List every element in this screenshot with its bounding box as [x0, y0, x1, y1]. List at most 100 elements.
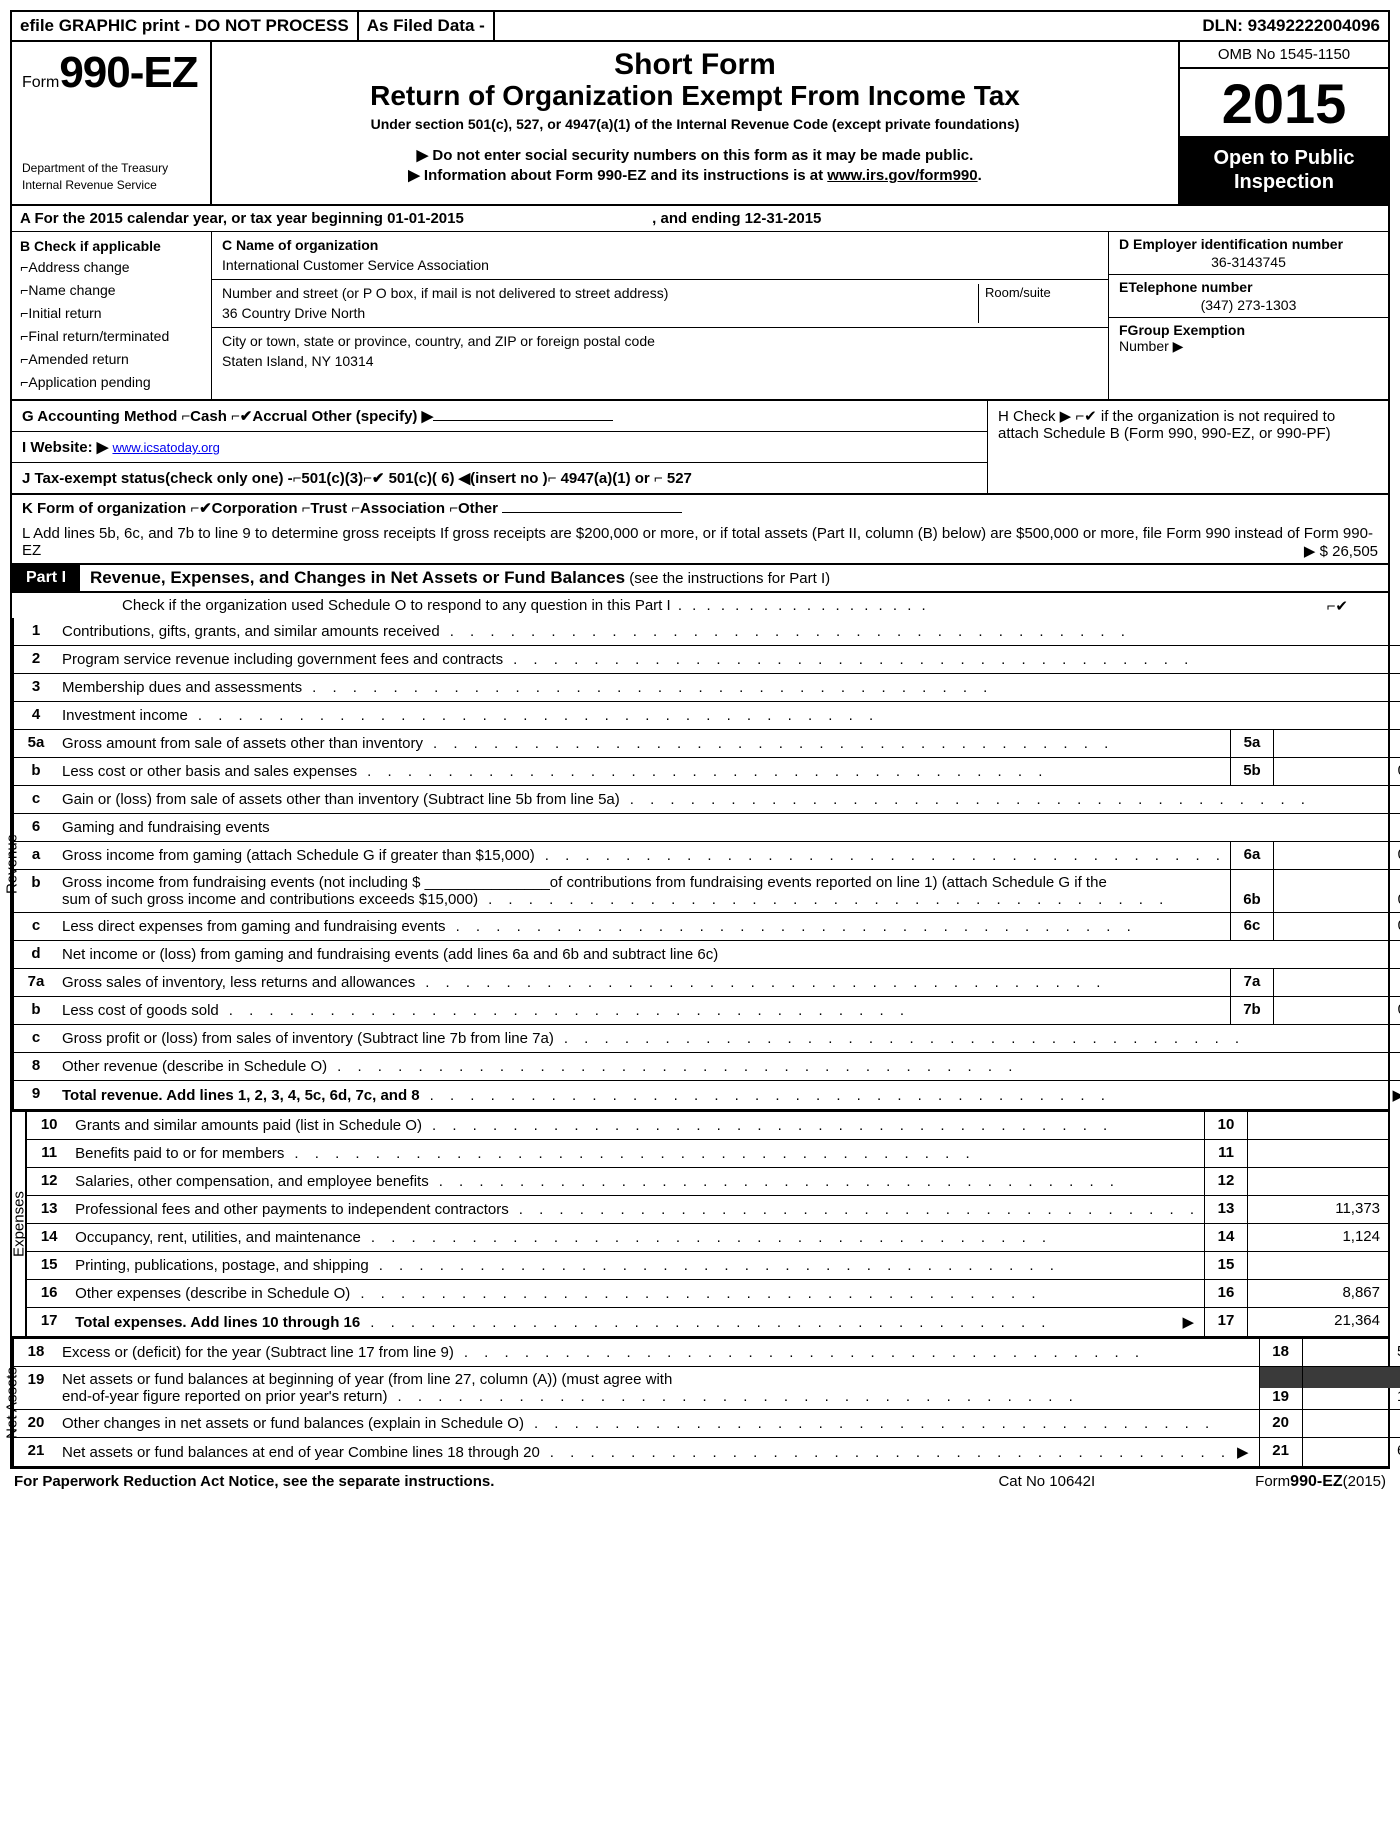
form-ref: Form990-EZ(2015): [1255, 1473, 1386, 1491]
row-6d: d Net income or (loss) from gaming and f…: [14, 941, 1400, 969]
schedule-o-checkbox[interactable]: ⌐✔: [1327, 597, 1348, 615]
efile-notice: efile GRAPHIC print - DO NOT PROCESS: [12, 12, 359, 40]
row-6a: a Gross income from gaming (attach Sched…: [14, 842, 1400, 870]
title-return: Return of Organization Exempt From Incom…: [232, 80, 1158, 112]
row-3: 3 Membership dues and assessments 3 15,4…: [14, 674, 1400, 702]
chk-initial[interactable]: ⌐Initial return: [20, 303, 203, 326]
row-9: 9 Total revenue. Add lines 1, 2, 3, 4, 5…: [14, 1081, 1400, 1109]
open-inspection: Open to Public Inspection: [1180, 136, 1388, 204]
gross-receipts-value: ▶ $ 26,505: [1304, 542, 1378, 560]
name-label: C Name of organization: [222, 237, 378, 253]
chk-amended[interactable]: ⌐Amended return: [20, 349, 203, 372]
line-a: A For the 2015 calendar year, or tax yea…: [10, 206, 1390, 232]
box-e: ETelephone number (347) 273-1303: [1109, 275, 1388, 318]
title-short-form: Short Form: [232, 48, 1158, 82]
omb-number: OMB No 1545-1150: [1180, 42, 1388, 69]
row-16: 16 Other expenses (describe in Schedule …: [27, 1280, 1388, 1308]
room-suite: Room/suite: [978, 284, 1098, 323]
cat-number: Cat No 10642I: [998, 1473, 1095, 1491]
phone-label: ETelephone number: [1119, 279, 1253, 295]
schedule-o-check-text: Check if the organization used Schedule …: [122, 597, 671, 614]
row-6: 6 Gaming and fundraising events: [14, 814, 1400, 842]
form-id-column: Form990-EZ Department of the Treasury In…: [12, 42, 212, 204]
tax-year: 2015: [1180, 69, 1388, 136]
dept-irs: Internal Revenue Service: [22, 177, 200, 194]
paperwork-notice: For Paperwork Reduction Act Notice, see …: [14, 1473, 494, 1491]
revenue-label-col: Revenue: [12, 618, 14, 1109]
ssn-warning: ▶ Do not enter social security numbers o…: [232, 146, 1158, 164]
inspection: Inspection: [1234, 171, 1334, 193]
expenses-table: Expenses 10 Grants and similar amounts p…: [10, 1112, 1390, 1339]
ein-label: D Employer identification number: [1119, 236, 1343, 252]
row-20: 20 Other changes in net assets or fund b…: [14, 1410, 1400, 1438]
row-14: 14 Occupancy, rent, utilities, and maint…: [27, 1224, 1388, 1252]
website-label: I Website: ▶: [22, 439, 108, 456]
info-post: .: [978, 167, 982, 184]
row-15: 15 Printing, publications, postage, and …: [27, 1252, 1388, 1280]
row-5b: b Less cost or other basis and sales exp…: [14, 758, 1400, 786]
row-17: 17 Total expenses. Add lines 10 through …: [27, 1308, 1388, 1336]
chk-final[interactable]: ⌐Final return/terminated: [20, 326, 203, 349]
part1-tag: Part I: [12, 565, 80, 591]
row-7a: 7a Gross sales of inventory, less return…: [14, 969, 1400, 997]
row-11: 11 Benefits paid to or for members 11: [27, 1140, 1388, 1168]
row-10: 10 Grants and similar amounts paid (list…: [27, 1112, 1388, 1140]
part1-header: Part I Revenue, Expenses, and Changes in…: [10, 565, 1390, 593]
website-link[interactable]: www.icsatoday.org: [112, 440, 219, 455]
city-label: City or town, state or province, country…: [222, 333, 655, 349]
form-prefix: Form: [22, 74, 59, 91]
lines-kl: K Form of organization ⌐✔Corporation ⌐Tr…: [10, 493, 1390, 565]
street-address: 36 Country Drive North: [222, 305, 365, 321]
netassets-label-col: Net Assets: [12, 1339, 14, 1466]
part1-title: Revenue, Expenses, and Changes in Net As…: [80, 568, 830, 588]
info-line: ▶ Information about Form 990-EZ and its …: [232, 166, 1158, 184]
gross-receipts-text: L Add lines 5b, 6c, and 7b to line 9 to …: [22, 525, 1373, 559]
gh-row: G Accounting Method ⌐Cash ⌐✔Accrual Othe…: [10, 401, 1390, 493]
gh-left: G Accounting Method ⌐Cash ⌐✔Accrual Othe…: [12, 401, 988, 493]
page-footer: For Paperwork Reduction Act Notice, see …: [10, 1469, 1390, 1495]
chk-address[interactable]: ⌐Address change: [20, 257, 203, 280]
group-exempt-label: FGroup Exemption: [1119, 322, 1245, 338]
phone-value: (347) 273-1303: [1119, 297, 1378, 313]
irs-link[interactable]: www.irs.gov/form990: [827, 167, 977, 184]
row-12: 12 Salaries, other compensation, and emp…: [27, 1168, 1388, 1196]
box-b: B Check if applicable ⌐Address change ⌐N…: [12, 232, 212, 399]
info-pre: ▶ Information about Form 990-EZ and its …: [408, 167, 827, 184]
street-label: Number and street (or P O box, if mail i…: [222, 285, 668, 301]
city-state-zip: Staten Island, NY 10314: [222, 353, 374, 369]
line-k: K Form of organization ⌐✔Corporation ⌐Tr…: [12, 495, 1388, 521]
row-19: 19 Net assets or fund balances at beginn…: [14, 1367, 1400, 1410]
year-begin: 01-01-2015: [387, 210, 464, 227]
chk-name[interactable]: ⌐Name change: [20, 280, 203, 303]
accounting-method: G Accounting Method ⌐Cash ⌐✔Accrual Othe…: [22, 408, 433, 425]
revenue-rows: 1 Contributions, gifts, grants, and simi…: [14, 618, 1400, 1109]
row-5c: c Gain or (loss) from sale of assets oth…: [14, 786, 1400, 814]
schedule-b-check: H Check ▶ ⌐✔ if the organization is not …: [998, 408, 1335, 442]
part1-check-line: Check if the organization used Schedule …: [10, 593, 1390, 618]
row-21: 21 Net assets or fund balances at end of…: [14, 1438, 1400, 1466]
line-g: G Accounting Method ⌐Cash ⌐✔Accrual Othe…: [12, 401, 987, 432]
chk-pending[interactable]: ⌐Application pending: [20, 372, 203, 395]
row-13: 13 Professional fees and other payments …: [27, 1196, 1388, 1224]
ein-value: 36-3143745: [1119, 254, 1378, 270]
line-j: J Tax-exempt status(check only one) -⌐50…: [12, 463, 987, 493]
row-8: 8 Other revenue (describe in Schedule O)…: [14, 1053, 1400, 1081]
as-filed: As Filed Data -: [359, 12, 495, 40]
row-2: 2 Program service revenue including gove…: [14, 646, 1400, 674]
row-6b: b Gross income from fundraising events (…: [14, 870, 1400, 913]
line-l: L Add lines 5b, 6c, and 7b to line 9 to …: [12, 521, 1388, 563]
row-4: 4 Investment income 4 0: [14, 702, 1400, 730]
title-column: Short Form Return of Organization Exempt…: [212, 42, 1178, 204]
part1-title-text: Revenue, Expenses, and Changes in Net As…: [90, 568, 625, 587]
expenses-label: Expenses: [10, 1191, 27, 1257]
line-a-pre: A For the 2015 calendar year, or tax yea…: [20, 210, 387, 227]
group-exempt-number: Number ▶: [1119, 338, 1183, 354]
row-7c: c Gross profit or (loss) from sales of i…: [14, 1025, 1400, 1053]
org-name-cell: C Name of organization International Cus…: [212, 232, 1108, 280]
box-f: FGroup Exemption Number ▶: [1109, 318, 1388, 399]
part1-subtitle: (see the instructions for Part I): [625, 570, 830, 587]
city-cell: City or town, state or province, country…: [212, 328, 1108, 375]
form-of-org: K Form of organization ⌐✔Corporation ⌐Tr…: [22, 500, 498, 517]
under-section: Under section 501(c), 527, or 4947(a)(1)…: [232, 116, 1158, 132]
line-i: I Website: ▶ www.icsatoday.org: [12, 432, 987, 463]
